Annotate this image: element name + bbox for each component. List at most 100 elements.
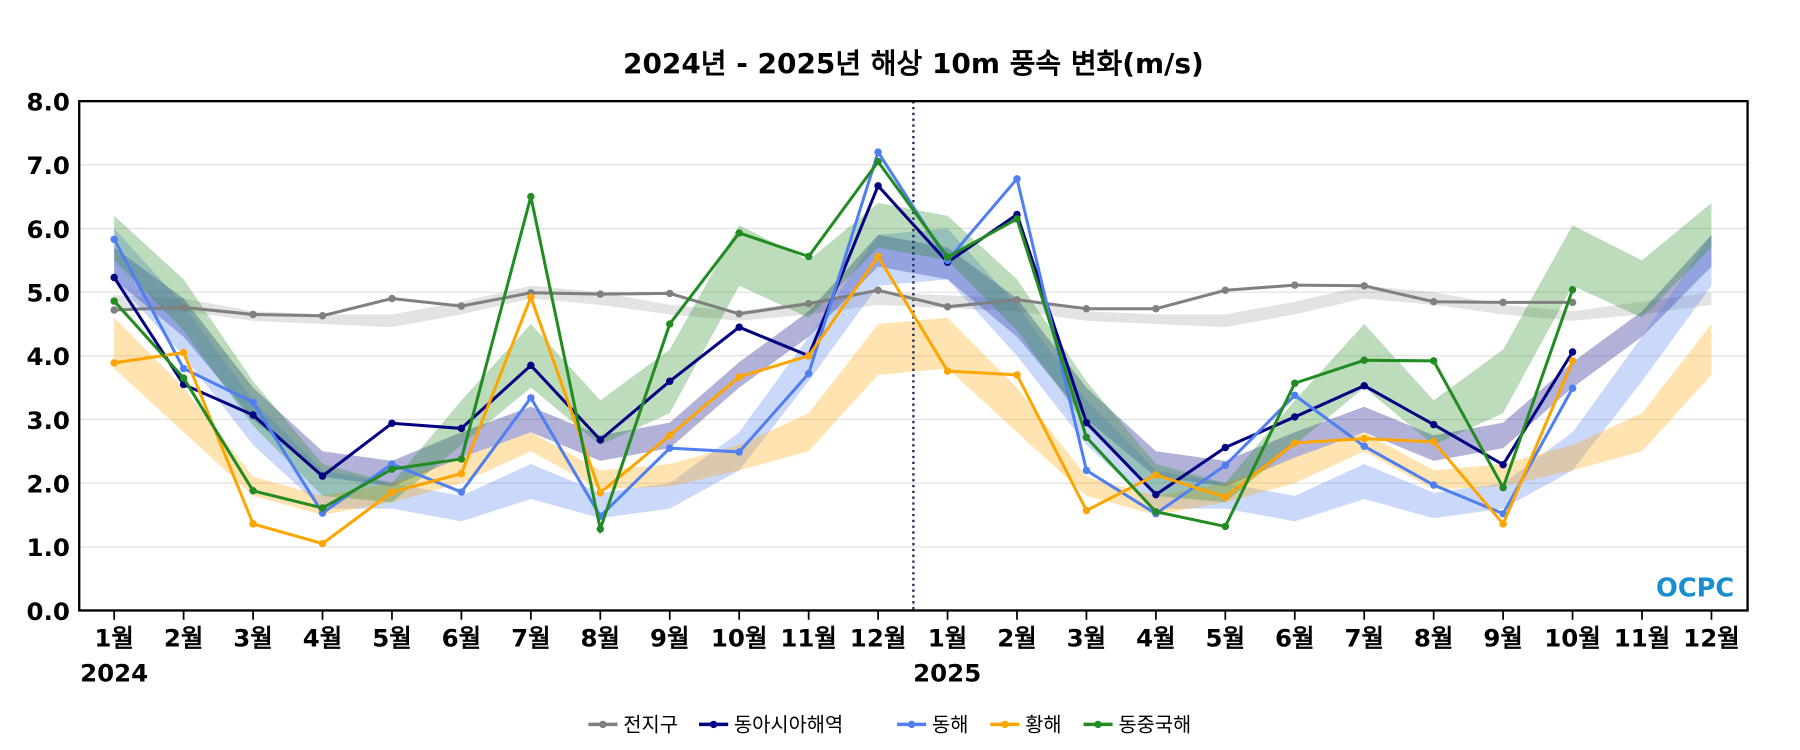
y-tick-label: 6.0 (27, 215, 70, 244)
data-point (1082, 466, 1091, 475)
data-point (1360, 382, 1368, 390)
data-point (388, 419, 396, 428)
x-tick-label: 12월 (850, 624, 907, 653)
data-point (1082, 433, 1091, 442)
data-point (666, 320, 674, 328)
data-point (318, 504, 327, 512)
data-point (249, 411, 257, 419)
data-point (1429, 481, 1438, 489)
year-label-2024: 2024 (80, 658, 148, 687)
data-point (527, 394, 535, 402)
data-point (1152, 508, 1160, 516)
data-point (110, 235, 118, 244)
data-point (1360, 282, 1368, 290)
band-3 (114, 317, 1712, 515)
series-line-4 (113, 159, 1574, 535)
data-point (179, 348, 188, 357)
x-tick-label: 6월 (1275, 624, 1315, 653)
data-point (874, 252, 882, 261)
x-tick-label: 4월 (1136, 624, 1176, 653)
x-tick-label: 9월 (650, 624, 690, 653)
chart-title: 2024년 - 2025년 해상 10m 풍속 변화(m/s) (623, 47, 1204, 80)
data-point (1082, 304, 1091, 313)
data-point (457, 455, 466, 463)
x-tick-label: 11월 (1614, 624, 1671, 653)
data-point (1291, 281, 1299, 289)
data-point (1013, 175, 1021, 183)
y-tick-label: 7.0 (27, 151, 70, 180)
legend-item: 동중국해 (1083, 713, 1191, 736)
data-point (666, 377, 674, 385)
data-point (1013, 296, 1021, 304)
x-tick-label: 1월 (928, 624, 968, 653)
data-point (1429, 297, 1438, 306)
y-tick-label: 8.0 (27, 87, 70, 116)
data-point (804, 352, 813, 360)
data-point (943, 253, 952, 261)
data-point (318, 509, 327, 517)
data-point (1499, 460, 1507, 469)
data-point (735, 229, 743, 237)
legend-marker (599, 720, 607, 729)
data-point (318, 539, 327, 548)
x-tick-label: 8월 (1414, 624, 1454, 653)
legend-label: 전지구 (623, 713, 678, 736)
data-point (1360, 442, 1368, 450)
data-point (1499, 520, 1507, 528)
data-point (1221, 522, 1230, 531)
data-point (318, 311, 327, 320)
data-point (249, 520, 257, 528)
data-point (1360, 356, 1368, 364)
data-point (318, 472, 327, 480)
data-point (388, 488, 396, 496)
data-point (804, 252, 813, 261)
data-point (1291, 413, 1299, 421)
x-tick-label: 7월 (511, 624, 551, 653)
legend-marker (1001, 720, 1009, 729)
data-point (1429, 438, 1438, 446)
y-tick-label: 1.0 (27, 533, 70, 562)
data-point (527, 293, 535, 301)
data-point (1568, 285, 1577, 294)
legend-label: 동중국해 (1118, 713, 1191, 736)
data-point (666, 289, 674, 298)
data-point (388, 294, 396, 303)
data-point (1013, 371, 1021, 379)
data-point (1221, 286, 1230, 294)
data-point (735, 448, 743, 456)
x-tick-label: 1월 (94, 624, 134, 653)
data-point (1499, 509, 1507, 518)
data-point (1429, 420, 1438, 429)
y-tick-label: 4.0 (27, 342, 70, 371)
data-point (249, 487, 257, 495)
series-line-1 (112, 183, 1574, 497)
x-tick-label: 9월 (1483, 624, 1523, 653)
data-point (527, 361, 535, 370)
data-point (596, 436, 605, 444)
x-tick-label: 6월 (442, 624, 482, 653)
data-point (110, 273, 118, 282)
y-tick-label: 3.0 (27, 406, 70, 435)
data-point (1568, 298, 1577, 307)
legend-item: 전지구 (588, 713, 678, 736)
data-point (1221, 443, 1230, 452)
data-point (943, 303, 952, 311)
data-point (249, 310, 257, 319)
data-point (457, 488, 466, 496)
legend: 전지구 동아시아해역 동해 황해 동중국해 (588, 713, 1191, 736)
data-point (110, 359, 118, 367)
x-tick-label: 5월 (1206, 624, 1246, 653)
data-point (666, 444, 674, 452)
legend-label: 황해 (1025, 713, 1061, 736)
x-tick-label: 11월 (780, 624, 837, 653)
x-tick-label: 2월 (997, 624, 1037, 653)
x-tick-label: 3월 (233, 624, 273, 653)
year-label-2025: 2025 (913, 658, 981, 687)
series-line-0 (114, 283, 1573, 318)
data-point (179, 303, 188, 312)
data-point (596, 525, 605, 533)
data-point (666, 431, 674, 440)
y-tick-label: 0.0 (27, 597, 70, 626)
data-point (179, 364, 188, 373)
x-tick-label: 12월 (1683, 624, 1740, 653)
